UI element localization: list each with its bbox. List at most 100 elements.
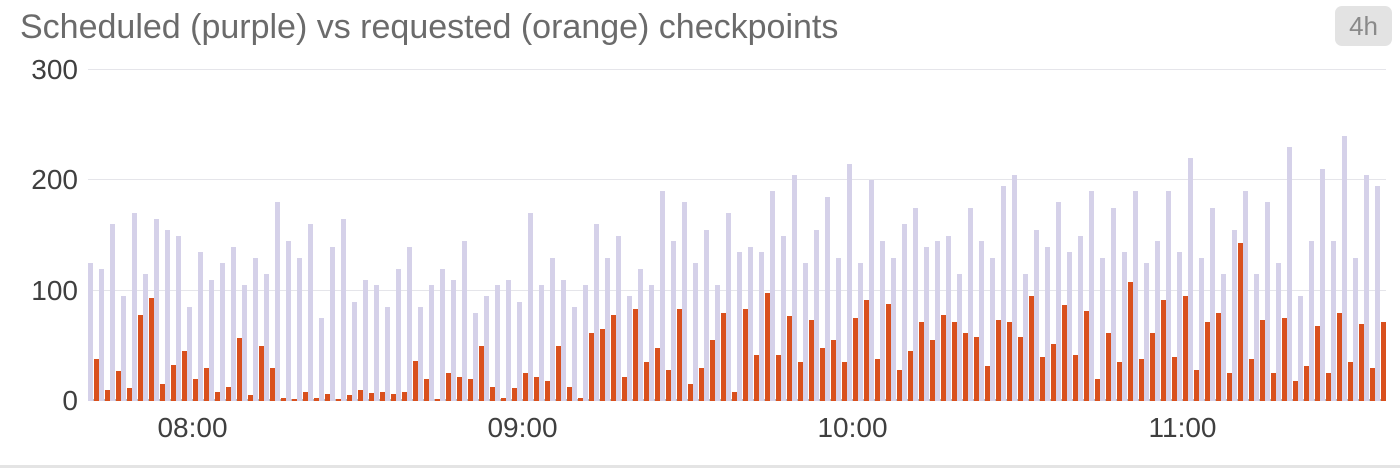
bar-scheduled bbox=[660, 191, 666, 401]
bar-scheduled bbox=[1331, 241, 1337, 401]
bar-requested bbox=[1215, 312, 1221, 401]
bar-scheduled bbox=[1243, 191, 1249, 401]
bar-scheduled bbox=[847, 163, 853, 401]
bar-requested bbox=[533, 376, 539, 401]
bar-requested bbox=[1017, 337, 1023, 401]
bar-scheduled bbox=[1078, 235, 1084, 401]
bar-requested bbox=[225, 386, 231, 401]
bar-requested bbox=[709, 340, 715, 401]
bar-requested bbox=[962, 332, 968, 401]
bar-scheduled bbox=[638, 268, 644, 401]
bar-requested bbox=[1347, 362, 1353, 401]
gridline bbox=[88, 289, 1386, 291]
bar-scheduled bbox=[1122, 252, 1128, 401]
bar-scheduled bbox=[374, 285, 380, 401]
bar-scheduled bbox=[528, 213, 534, 401]
bar-requested bbox=[456, 376, 462, 401]
bar-requested bbox=[720, 312, 726, 401]
bar-scheduled bbox=[231, 246, 237, 401]
x-tick-label: 10:00 bbox=[817, 412, 888, 443]
bar-requested bbox=[929, 340, 935, 401]
bar-scheduled bbox=[561, 279, 567, 401]
bar-scheduled bbox=[671, 241, 677, 401]
bar-requested bbox=[1380, 321, 1386, 401]
bar-requested bbox=[753, 354, 759, 401]
bar-scheduled bbox=[242, 285, 248, 401]
bar-requested bbox=[412, 361, 418, 401]
bar-requested bbox=[115, 371, 121, 401]
bar-requested bbox=[984, 365, 990, 401]
x-axis: 08:00 09:00 10:00 11:00 bbox=[88, 412, 1386, 452]
bar-scheduled bbox=[869, 180, 875, 401]
bar-requested bbox=[577, 397, 583, 401]
bar-scheduled bbox=[176, 235, 182, 401]
bar-scheduled bbox=[583, 285, 589, 401]
bar-scheduled bbox=[198, 252, 204, 401]
bar-scheduled bbox=[1276, 263, 1282, 401]
bar-scheduled bbox=[451, 279, 457, 401]
bar-requested bbox=[1116, 362, 1122, 401]
bar-requested bbox=[1358, 323, 1364, 401]
bar-requested bbox=[280, 397, 286, 401]
bar-requested bbox=[1105, 332, 1111, 401]
bar-requested bbox=[731, 392, 737, 401]
bar-requested bbox=[742, 309, 748, 401]
bar-requested bbox=[159, 384, 165, 401]
bar-requested bbox=[951, 321, 957, 401]
bar-scheduled bbox=[946, 235, 952, 401]
bar-scheduled bbox=[1023, 274, 1029, 401]
bar-requested bbox=[896, 370, 902, 401]
bar-requested bbox=[1094, 378, 1100, 401]
bar-scheduled bbox=[858, 263, 864, 401]
bar-requested bbox=[940, 314, 946, 401]
bar-requested bbox=[1193, 370, 1199, 401]
bar-requested bbox=[335, 398, 341, 401]
plot-area[interactable] bbox=[88, 69, 1386, 401]
bar-requested bbox=[1204, 321, 1210, 401]
bar-scheduled bbox=[506, 279, 512, 401]
bar-requested bbox=[1160, 299, 1166, 401]
bar-requested bbox=[1072, 354, 1078, 401]
bar-scheduled bbox=[880, 241, 886, 401]
bar-scheduled bbox=[902, 224, 908, 401]
bar-scheduled bbox=[1287, 147, 1293, 401]
bar-requested bbox=[885, 303, 891, 401]
bar-scheduled bbox=[957, 274, 963, 401]
bar-scheduled bbox=[88, 263, 94, 401]
bar-requested bbox=[522, 373, 528, 401]
bar-requested bbox=[258, 345, 264, 401]
bar-scheduled bbox=[165, 229, 171, 401]
bar-requested bbox=[401, 392, 407, 401]
bar-scheduled bbox=[803, 263, 809, 401]
bar-scheduled bbox=[385, 307, 391, 401]
bar-scheduled bbox=[979, 241, 985, 401]
y-tick-label: 0 bbox=[62, 385, 78, 416]
bar-requested bbox=[1138, 359, 1144, 401]
bar-requested bbox=[379, 392, 385, 401]
bar-scheduled bbox=[891, 257, 897, 401]
bar-requested bbox=[1149, 332, 1155, 401]
bar-requested bbox=[555, 345, 561, 401]
y-tick-label: 100 bbox=[31, 274, 78, 306]
bar-scheduled bbox=[693, 263, 699, 401]
bar-requested bbox=[764, 292, 770, 401]
bar-requested bbox=[324, 394, 330, 401]
bar-requested bbox=[610, 314, 616, 401]
bar-scheduled bbox=[1111, 207, 1117, 401]
bar-scheduled bbox=[1265, 202, 1271, 401]
bar-scheduled bbox=[1133, 191, 1139, 401]
bar-requested bbox=[181, 351, 187, 401]
bar-requested bbox=[687, 384, 693, 401]
bar-scheduled bbox=[792, 174, 798, 401]
bar-scheduled bbox=[99, 268, 105, 401]
bar-scheduled bbox=[1375, 185, 1381, 401]
bar-scheduled bbox=[814, 229, 820, 401]
bar-scheduled bbox=[825, 196, 831, 401]
bar-scheduled bbox=[1177, 252, 1183, 401]
bar-requested bbox=[291, 398, 297, 401]
bar-scheduled bbox=[682, 202, 688, 401]
bar-requested bbox=[1061, 305, 1067, 401]
bar-scheduled bbox=[1155, 241, 1161, 401]
bar-requested bbox=[808, 320, 814, 401]
bar-requested bbox=[786, 316, 792, 401]
